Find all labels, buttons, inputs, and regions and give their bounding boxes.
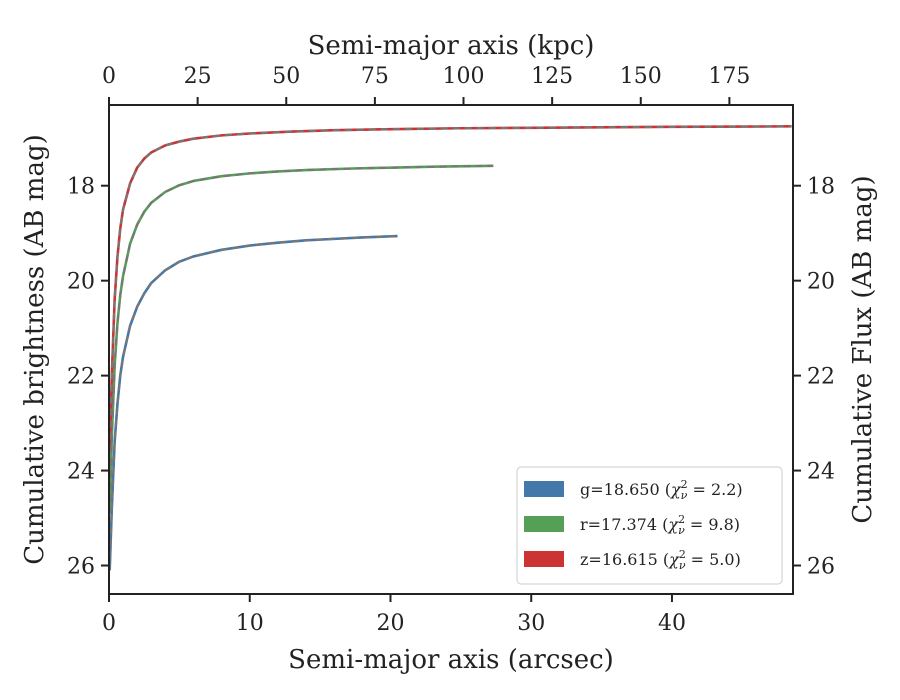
legend-label-sub: ν <box>678 524 685 537</box>
x2-tick-label: 25 <box>184 64 212 89</box>
y-tick-label: 24 <box>67 460 95 485</box>
x-tick-label: 0 <box>102 611 116 636</box>
x-axis-label: Semi-major axis (arcsec) <box>288 645 614 675</box>
legend-label-sup: 2 <box>681 478 688 491</box>
legend: g=18.650 (χ2 ν = 2.2)r=17.374 (χ2 ν = 9.8)… <box>516 466 783 585</box>
x2-tick-label: 175 <box>708 64 750 89</box>
x-tick-label: 40 <box>658 611 686 636</box>
y-tick-label: 20 <box>67 270 95 295</box>
model-line-0 <box>109 234 398 571</box>
y-tick-label: 18 <box>67 175 95 200</box>
x2-tick-label: 50 <box>272 64 300 89</box>
y2-axis-label: Cumulative Flux (AB mag) <box>848 175 878 523</box>
legend-label-1: r=17.374 (χ2 ν = 9.8) <box>580 513 740 537</box>
x2-tick-label: 75 <box>361 64 389 89</box>
x-tick-label: 20 <box>376 611 404 636</box>
model-line-2 <box>109 125 792 452</box>
y-tick-label: 22 <box>67 365 95 390</box>
legend-label-sub: ν <box>681 489 688 502</box>
legend-label-chi: χ <box>670 480 682 499</box>
legend-label-prefix: z=16.615 ( <box>580 550 669 569</box>
plot-frame <box>108 104 794 595</box>
legend-swatch-1 <box>524 516 564 532</box>
legend-label-chi: χ <box>667 515 679 534</box>
x2-tick-label: 0 <box>102 64 116 89</box>
legend-label-value: = 2.2) <box>687 480 742 499</box>
model-line-1 <box>109 164 494 514</box>
legend-label-prefix: g=18.650 ( <box>580 480 671 499</box>
legend-label-prefix: r=17.374 ( <box>580 515 668 534</box>
x2-tick-label: 100 <box>443 64 485 89</box>
legend-label-value: = 5.0) <box>686 550 741 569</box>
legend-swatch-0 <box>524 481 564 497</box>
y2-tick-label: 18 <box>807 175 835 200</box>
y2-tick-label: 22 <box>807 365 835 390</box>
x2-tick-label: 150 <box>620 64 662 89</box>
legend-label-sup: 2 <box>678 513 685 526</box>
x-tick-label: 30 <box>517 611 545 636</box>
series-layer <box>109 125 792 571</box>
series-line-1 <box>109 164 494 514</box>
legend-label-sup: 2 <box>679 548 686 561</box>
legend-label-chi: χ <box>668 550 680 569</box>
y-tick-label: 26 <box>67 555 95 580</box>
y-axis-label: Cumulative brightness (AB mag) <box>20 134 50 565</box>
x2-axis-label: Semi-major axis (kpc) <box>308 31 595 61</box>
x2-tick-label: 125 <box>531 64 573 89</box>
y2-tick-label: 24 <box>807 460 835 485</box>
y2-tick-label: 26 <box>807 555 835 580</box>
series-line-0 <box>109 234 398 571</box>
series-line-2 <box>109 125 792 452</box>
y2-tick-label: 20 <box>807 270 835 295</box>
x-tick-label: 10 <box>236 611 264 636</box>
legend-label-sub: ν <box>679 559 686 572</box>
legend-label-0: g=18.650 (χ2 ν = 2.2) <box>580 478 743 502</box>
legend-box <box>516 466 783 585</box>
legend-swatch-2 <box>524 551 564 567</box>
legend-label-value: = 9.8) <box>685 515 740 534</box>
legend-label-2: z=16.615 (χ2 ν = 5.0) <box>580 548 741 572</box>
